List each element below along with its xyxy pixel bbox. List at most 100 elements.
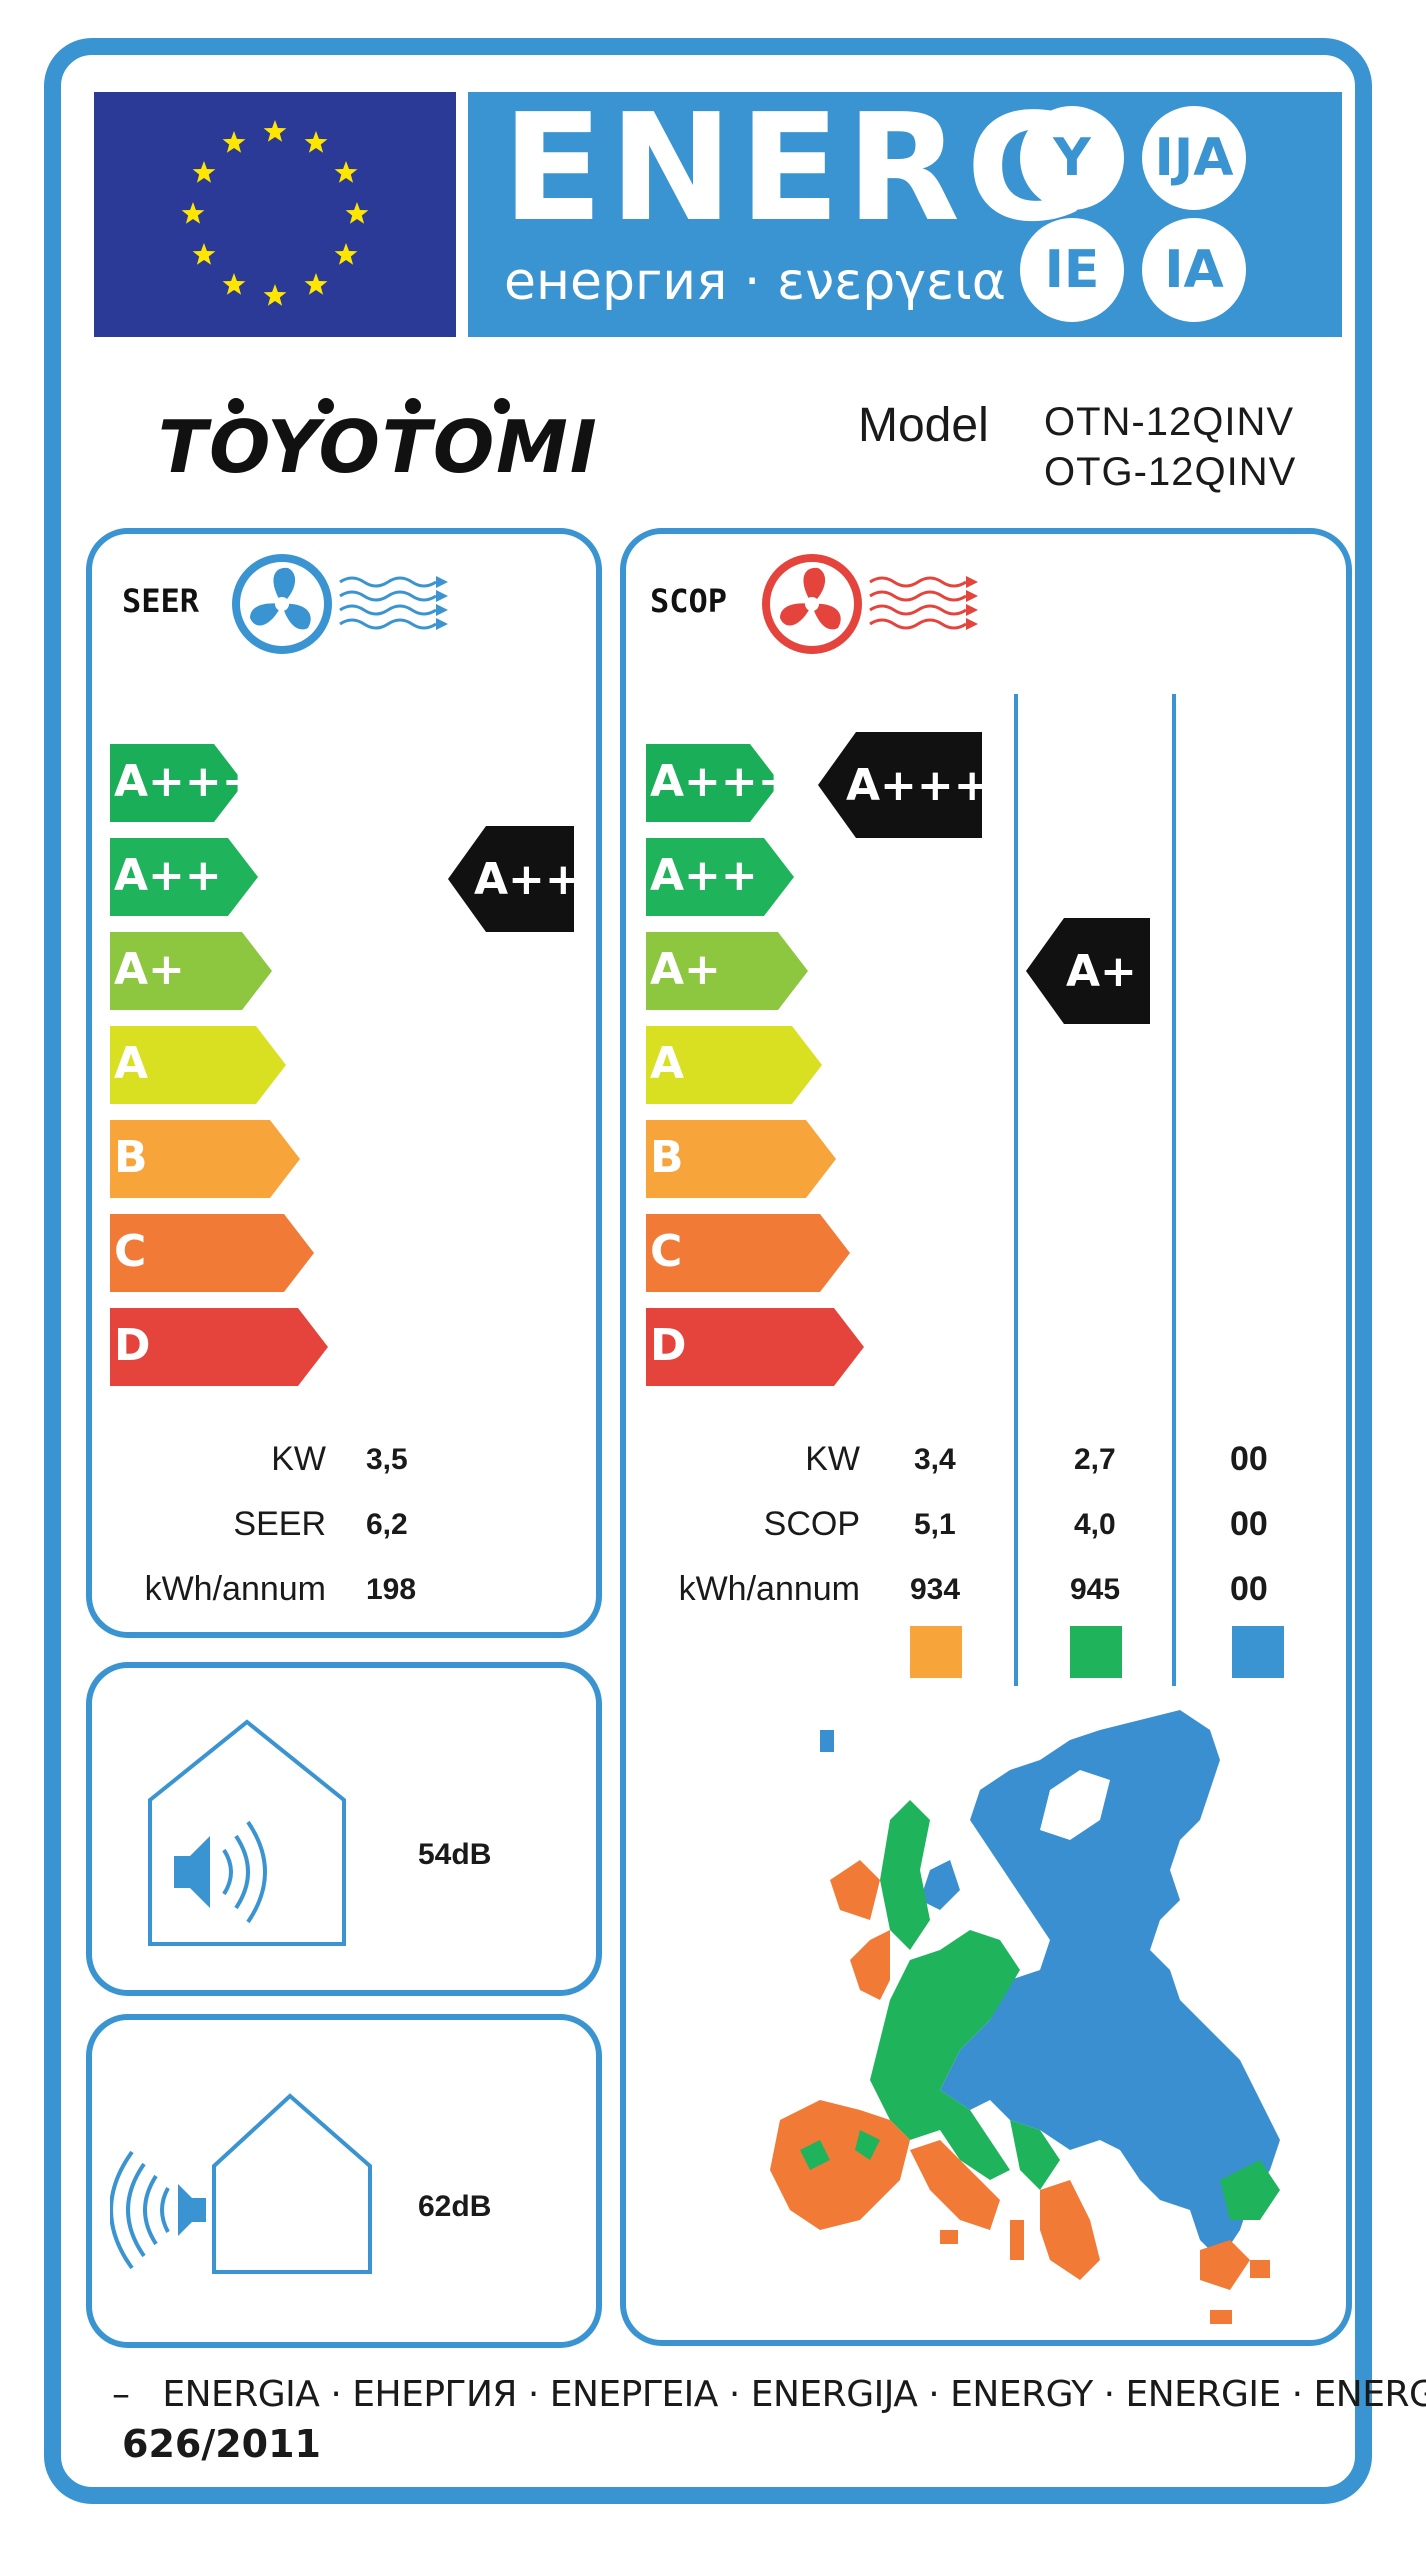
- indoor-noise-value: 54dB: [418, 1838, 492, 1871]
- indoor-speaker-house-icon: [144, 1718, 350, 1953]
- cooling-class-arrow: A++: [110, 838, 258, 921]
- energy-title: ENERG: [502, 82, 1094, 254]
- eu-flag-icon: [94, 92, 456, 337]
- footer-languages: – ENERGIA · ЕНЕРГИЯ · ΕΝΕΡΓΕΙΑ · ENERGIJ…: [112, 2374, 1426, 2415]
- heating-scop-label: SCOP: [763, 1505, 860, 1543]
- cooling-class-arrow: B: [110, 1120, 300, 1203]
- cooling-class-arrow-label: A: [114, 1038, 149, 1089]
- warm-annual-value: 934: [910, 1573, 961, 1606]
- heating-class-arrow: C: [646, 1214, 850, 1297]
- scop-label: SCOP: [650, 582, 728, 620]
- cold-scop-value: 00: [1230, 1505, 1268, 1543]
- outdoor-noise-value: 62dB: [418, 2190, 492, 2223]
- energy-subtitle: енергия · ενεργεια: [504, 252, 1006, 312]
- cooling-class-arrow-label: D: [114, 1320, 151, 1371]
- cold-zone-swatch: [1232, 1626, 1284, 1678]
- model-indoor: OTN-12QINV: [1044, 400, 1295, 444]
- cooling-class-arrow: A+++: [110, 744, 259, 827]
- logo-dot-icon: [318, 398, 334, 414]
- eu-star-icon: [334, 161, 358, 183]
- eu-star-icon: [222, 131, 246, 153]
- cooling-panel: [86, 528, 602, 1638]
- eu-star-icon: [263, 284, 287, 306]
- cooling-class-arrow: D: [110, 1308, 328, 1391]
- cooling-class-arrow: C: [110, 1214, 314, 1297]
- heating-class-arrow: A+: [646, 932, 808, 1015]
- average-annual-value: 945: [1070, 1573, 1121, 1606]
- eu-star-icon: [345, 202, 369, 224]
- average-kw-value: 2,7: [1074, 1443, 1116, 1476]
- europe-climate-zones-map-icon: [740, 1700, 1300, 2335]
- warm-scop-value: 5,1: [914, 1508, 956, 1541]
- average-scop-value: 4,0: [1074, 1508, 1116, 1541]
- cooling-class-arrow-label: C: [114, 1226, 147, 1277]
- fan-heating-icon: [760, 552, 990, 661]
- suffix-circle: IJA: [1142, 106, 1246, 210]
- cold-kw-value: 00: [1230, 1440, 1268, 1478]
- heating-class-arrow-label: D: [650, 1320, 687, 1371]
- warm-kw-value: 3,4: [914, 1443, 956, 1476]
- heating-class-arrow-label: B: [650, 1132, 684, 1183]
- cooling-annual-label: kWh/annum: [144, 1570, 326, 1608]
- cooling-seer-value: 6,2: [366, 1508, 408, 1541]
- indoor-noise-panel: [86, 1662, 602, 1996]
- heating-average-class-indicator: A+: [1026, 918, 1150, 1029]
- eu-star-icon: [222, 273, 246, 295]
- cooling-class-arrow-label: A++: [114, 850, 222, 901]
- heating-annual-label: kWh/annum: [678, 1570, 860, 1608]
- cooling-kw-label: KW: [271, 1440, 326, 1478]
- footer-dash: –: [112, 2374, 130, 2415]
- cooling-annual-value: 198: [366, 1573, 417, 1606]
- eu-star-icon: [334, 243, 358, 265]
- heating-class-arrow-label: C: [650, 1226, 683, 1277]
- cooling-class-arrow-label: A+++: [114, 756, 259, 807]
- heating-warm-class-indicator: A+++: [818, 732, 991, 843]
- cooling-class-label: A++: [474, 854, 582, 905]
- logo-dot-icon: [228, 398, 244, 414]
- heating-class-arrow: D: [646, 1308, 864, 1391]
- cold-annual-value: 00: [1230, 1570, 1268, 1608]
- heating-class-arrow-label: A+++: [650, 756, 795, 807]
- heating-class-arrow-label: A+: [650, 944, 721, 995]
- seer-label: SEER: [122, 582, 200, 620]
- eu-star-icon: [304, 273, 328, 295]
- regulation-number: 626/2011: [122, 2422, 321, 2466]
- heating-panel: [620, 528, 1352, 2346]
- heating-class-arrow: A++: [646, 838, 794, 921]
- cooling-class-arrow-label: A+: [114, 944, 185, 995]
- suffix-circle: IE: [1020, 218, 1124, 322]
- cooling-kw-value: 3,5: [366, 1443, 408, 1476]
- suffix-circle: Y: [1020, 106, 1124, 210]
- heating-class-arrow: A: [646, 1026, 822, 1109]
- zone-divider: [1172, 694, 1176, 1686]
- brand-logo: TOYOTOMI: [158, 405, 599, 489]
- heating-class-arrow-label: A++: [650, 850, 758, 901]
- heating-warm-class-label: A+++: [846, 760, 991, 811]
- eu-star-icon: [192, 161, 216, 183]
- heating-class-arrow: A+++: [646, 744, 795, 827]
- zone-divider: [1014, 694, 1018, 1686]
- eu-star-icon: [181, 202, 205, 224]
- logo-dot-icon: [494, 398, 510, 414]
- heating-class-arrow: B: [646, 1120, 836, 1203]
- heating-class-arrow-label: A: [650, 1038, 685, 1089]
- outdoor-speaker-house-icon: [109, 2088, 380, 2283]
- fan-cooling-icon: [230, 552, 460, 661]
- heating-kw-label: KW: [805, 1440, 860, 1478]
- suffix-circle: IA: [1142, 218, 1246, 322]
- eu-star-icon: [263, 120, 287, 142]
- model-label: Model: [858, 399, 989, 452]
- heating-average-class-label: A+: [1066, 946, 1137, 997]
- cooling-class-arrow-label: B: [114, 1132, 148, 1183]
- model-outdoor: OTG-12QINV: [1044, 450, 1297, 494]
- cooling-class-arrow: A: [110, 1026, 286, 1109]
- cooling-class-indicator: A++: [448, 826, 582, 937]
- cooling-seer-label: SEER: [233, 1505, 326, 1543]
- footer-languages-text: ENERGIA · ЕНЕРГИЯ · ΕΝΕΡΓΕΙΑ · ENERGIJA …: [162, 2374, 1426, 2415]
- eu-star-icon: [192, 243, 216, 265]
- energy-banner: ENERG енергия · ενεργεια Y IJA IE IA: [468, 92, 1342, 337]
- outdoor-noise-panel: [86, 2014, 602, 2348]
- logo-dot-icon: [405, 398, 421, 414]
- eu-star-icon: [304, 131, 328, 153]
- warm-zone-swatch: [910, 1626, 962, 1678]
